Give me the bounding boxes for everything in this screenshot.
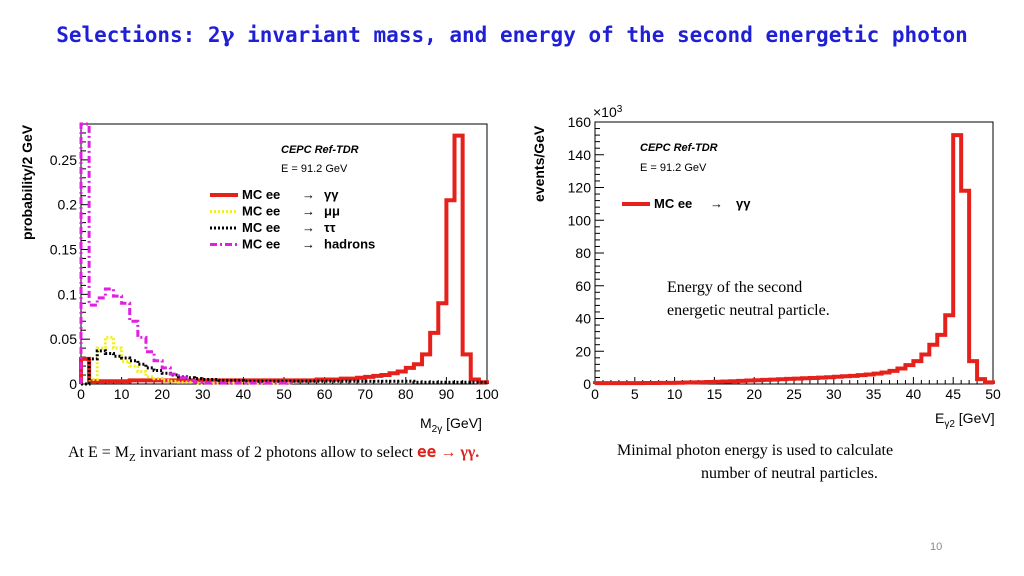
caption-left-sub: Z xyxy=(129,452,136,465)
x-tick-label: 40 xyxy=(906,386,922,402)
title-gamma: γ xyxy=(220,22,235,47)
right-y-multiplier-base: ×10 xyxy=(593,104,617,120)
x-tick-label: 30 xyxy=(195,386,211,402)
x-tick-label: 50 xyxy=(985,386,1001,402)
series-0-3-path xyxy=(79,122,294,385)
legend-label: MC ee xyxy=(242,204,280,219)
legend-final: μμ xyxy=(324,204,340,219)
x-tick-label: 60 xyxy=(317,386,333,402)
x-tick-label: 15 xyxy=(707,386,723,402)
y-tick-label: 100 xyxy=(568,212,592,228)
y-tick-label: 0 xyxy=(69,376,77,392)
y-tick-label: 0.05 xyxy=(50,331,77,347)
left-xlabel-unit: [GeV] xyxy=(442,415,482,431)
legend-arrow: → xyxy=(302,220,315,235)
right-y-multiplier: ×103 xyxy=(593,104,623,120)
right-y-multiplier-exp: 3 xyxy=(617,104,623,115)
y-tick-label: 0.1 xyxy=(58,286,78,302)
legend-final: hadrons xyxy=(324,237,375,252)
x-tick-label: 100 xyxy=(475,386,499,402)
right-ylabel: events/GeV xyxy=(531,125,547,202)
caption-right-line2: number of neutral particles. xyxy=(701,465,878,482)
left-ylabel: probability/2 GeV xyxy=(19,124,35,240)
x-tick-label: 25 xyxy=(786,386,802,402)
y-tick-label: 120 xyxy=(568,180,592,196)
right-xlabel-unit: [GeV] xyxy=(955,410,995,426)
right-annotation-line2: energetic neutral particle. xyxy=(667,302,830,319)
series-0-0-path xyxy=(79,133,489,385)
y-tick-label: 160 xyxy=(568,114,592,130)
left-xlabel-sub: 2γ xyxy=(432,424,443,435)
right-energy-label: E = 91.2 GeV xyxy=(640,162,707,174)
x-tick-label: 20 xyxy=(746,386,762,402)
legend-arrow: → xyxy=(710,196,723,211)
y-tick-label: 40 xyxy=(575,311,591,327)
x-tick-label: 0 xyxy=(77,386,85,402)
legend-arrow: → xyxy=(302,204,315,219)
caption-left-arrow: → γγ. xyxy=(436,444,480,461)
right-xlabel: Eγ2 [GeV] xyxy=(935,410,995,430)
caption-left-mid: invariant mass of 2 photons allow to sel… xyxy=(135,444,418,461)
y-tick-label: 0.2 xyxy=(58,197,78,213)
y-tick-label: 60 xyxy=(575,278,591,294)
slide-title: Selections: 2γ invariant mass, and energ… xyxy=(0,22,1024,47)
y-tick-label: 20 xyxy=(575,343,591,359)
x-tick-label: 5 xyxy=(631,386,639,402)
legend-label: MC ee xyxy=(242,237,280,252)
legend-final: γγ xyxy=(324,187,339,202)
caption-left-pre: At E = M xyxy=(68,444,130,461)
y-tick-label: 0.25 xyxy=(50,152,77,168)
left-axis-ticks: 0 10 20 30 40 50 60 70 80 90 100 0 0.05 0.1 0.15 0.2 0.2… xyxy=(50,123,499,402)
legend-final: ττ xyxy=(324,220,336,235)
legend-arrow: → xyxy=(302,237,315,252)
right-axis-ticks: 0 5 10 15 20 25 30 35 40 45 50 0 20 40 60 80 100 120 140 16… xyxy=(568,114,1001,402)
left-energy-label: E = 91.2 GeV xyxy=(281,163,348,175)
left-experiment-label: CEPC Ref-TDR xyxy=(281,144,359,156)
x-tick-label: 30 xyxy=(826,386,842,402)
x-tick-label: 90 xyxy=(439,386,455,402)
page-number: 10 xyxy=(930,541,943,553)
right-annotation-line1: Energy of the second xyxy=(667,279,803,296)
chart-left: 0 10 20 30 40 50 60 70 80 90 100 0 0.05 0.1 0.15 0.2 0.2… xyxy=(19,122,499,435)
y-tick-label: 140 xyxy=(568,147,592,163)
right-annotation: Energy of the second energetic neutral p… xyxy=(667,276,830,322)
x-tick-label: 80 xyxy=(398,386,414,402)
left-legend: MC ee → γγ MC ee → μμ MC ee → ττ MC ee → hadrons xyxy=(210,187,375,252)
caption-right-line1: Minimal photon energy is used to calcula… xyxy=(617,442,894,459)
x-tick-label: 0 xyxy=(591,386,599,402)
x-tick-label: 40 xyxy=(236,386,252,402)
legend-label: MC ee xyxy=(242,187,280,202)
x-tick-label: 45 xyxy=(945,386,961,402)
y-tick-label: 0 xyxy=(583,376,591,392)
legend-label: MC ee xyxy=(654,196,692,211)
left-xlabel-main: M xyxy=(420,415,432,431)
title-prefix: Selections: 2 xyxy=(56,23,221,47)
caption-left-ee: ee xyxy=(417,442,437,461)
legend-final: γγ xyxy=(736,196,751,211)
right-series-group xyxy=(593,133,995,386)
title-suffix: invariant mass, and energy of the second… xyxy=(234,23,968,47)
left-series-group xyxy=(79,122,489,386)
right-xlabel-sub: γ2 xyxy=(944,419,955,430)
series-0-2-path xyxy=(81,349,489,386)
x-tick-label: 10 xyxy=(114,386,130,402)
x-tick-label: 10 xyxy=(667,386,683,402)
left-xlabel: M2γ [GeV] xyxy=(420,415,482,435)
series-1-0-path xyxy=(593,133,995,386)
y-tick-label: 80 xyxy=(575,245,591,261)
right-legend: MC ee → γγ xyxy=(622,196,751,211)
x-tick-label: 20 xyxy=(154,386,170,402)
x-tick-label: 50 xyxy=(276,386,292,402)
legend-label: MC ee xyxy=(242,220,280,235)
x-tick-label: 70 xyxy=(357,386,373,402)
y-tick-label: 0.15 xyxy=(50,242,77,258)
caption-left: At E = MZ invariant mass of 2 photons al… xyxy=(68,442,479,464)
chart-right: 0 5 10 15 20 25 30 35 40 45 50 0 20 40 60 80 100 120 140 16… xyxy=(531,104,1001,430)
legend-arrow: → xyxy=(302,187,315,202)
right-xlabel-main: E xyxy=(935,410,944,426)
x-tick-label: 35 xyxy=(866,386,882,402)
right-experiment-label: CEPC Ref-TDR xyxy=(640,142,718,154)
